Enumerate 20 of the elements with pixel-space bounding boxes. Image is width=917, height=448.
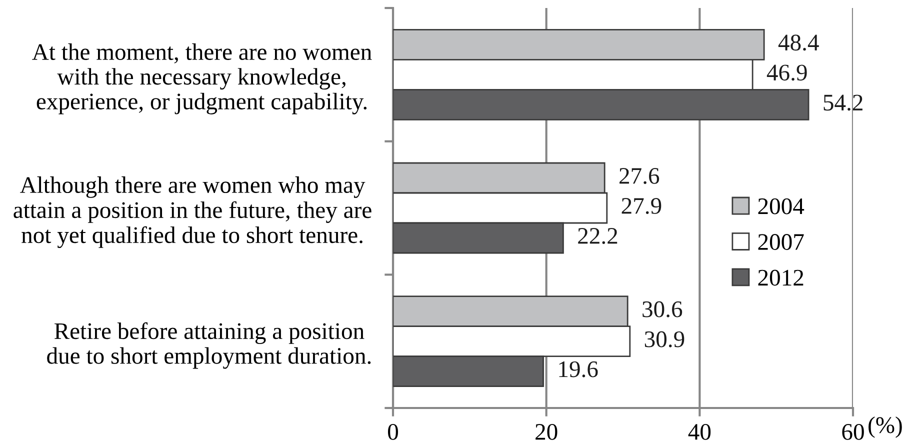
data-label: 19.6: [559, 361, 598, 378]
x-tick-label: 60: [842, 424, 864, 440]
data-label: 48.4: [778, 34, 819, 51]
data-label: 30.6: [642, 301, 682, 318]
data-label: 54.2: [824, 94, 862, 111]
y-tick-label: Retire before attaining a position due to short employment duration.: [47, 322, 371, 369]
legend-label: 2007: [758, 234, 804, 250]
data-label: 46.9: [766, 64, 807, 81]
data-label: 27.6: [620, 168, 660, 184]
x-tick-label: 20: [536, 424, 558, 440]
x-tick-label: 0: [388, 424, 398, 440]
legend-label: 2004: [758, 198, 804, 214]
legend-label: 2012: [758, 270, 804, 286]
data-label: 22.2: [578, 228, 618, 244]
data-label: 27.9: [622, 198, 662, 214]
x-axis-title: (%): [868, 416, 902, 438]
y-tick-label: At the moment, there are no women with the necessary knowledge, experience, or judgment capability.: [32, 43, 372, 114]
x-tick-label: 40: [688, 424, 711, 440]
data-label: 30.9: [644, 331, 684, 348]
y-tick-label: Although there are women who may attain a position in the future, they are not yet qualified due to short tenure.: [14, 176, 372, 248]
